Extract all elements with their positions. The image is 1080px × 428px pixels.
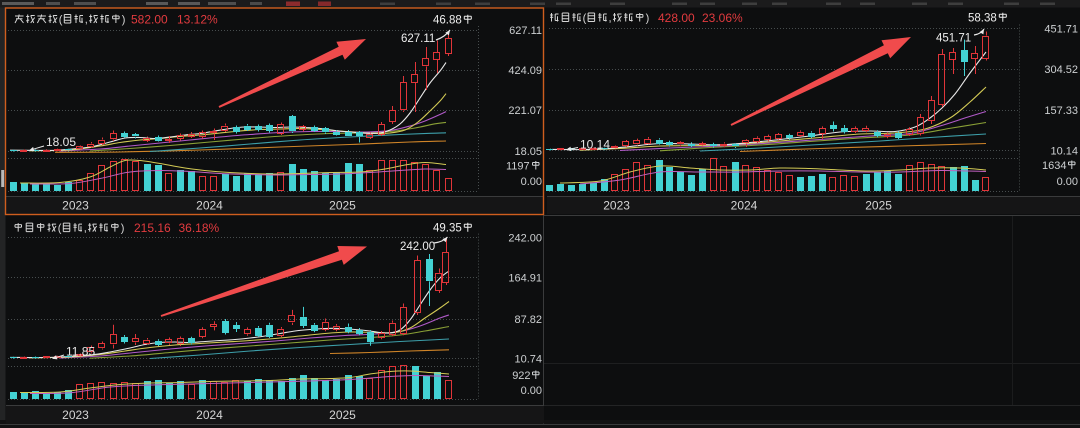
svg-text:2025: 2025 — [865, 199, 892, 213]
svg-text:2024: 2024 — [196, 199, 223, 213]
svg-text:23.06%: 23.06% — [702, 11, 743, 25]
svg-text:2024: 2024 — [731, 199, 758, 213]
svg-text:2023: 2023 — [603, 199, 630, 213]
svg-text:): ) — [121, 223, 125, 235]
svg-text:(: ( — [59, 14, 63, 26]
svg-text:424.09: 424.09 — [508, 65, 542, 77]
svg-text:2023: 2023 — [62, 408, 89, 422]
svg-text:2025: 2025 — [329, 199, 356, 213]
svg-text:582.00: 582.00 — [131, 12, 168, 26]
svg-text:451.71: 451.71 — [1044, 23, 1078, 35]
svg-text:(: ( — [58, 223, 62, 235]
svg-text:58.38: 58.38 — [968, 13, 997, 25]
svg-text:(: ( — [583, 13, 587, 25]
svg-text:215.16: 215.16 — [134, 221, 171, 235]
svg-text:): ) — [122, 14, 126, 26]
svg-text:242.00: 242.00 — [400, 241, 435, 253]
svg-text:242.00: 242.00 — [508, 233, 542, 245]
svg-text:,: , — [609, 13, 612, 25]
svg-text:0.00: 0.00 — [521, 385, 542, 397]
svg-text:87.82: 87.82 — [514, 314, 542, 326]
svg-text:0.00: 0.00 — [1057, 176, 1078, 188]
svg-text:46.88: 46.88 — [433, 15, 462, 27]
svg-text:304.52: 304.52 — [1044, 64, 1078, 76]
svg-text:49.35: 49.35 — [433, 223, 462, 235]
svg-text:2024: 2024 — [196, 408, 223, 422]
svg-text:13.12%: 13.12% — [177, 12, 218, 26]
svg-text:0.00: 0.00 — [521, 176, 542, 188]
svg-text:18.05: 18.05 — [514, 146, 542, 158]
svg-text:627.11: 627.11 — [401, 33, 435, 45]
svg-text:428.00: 428.00 — [658, 11, 695, 25]
svg-text:164.91: 164.91 — [508, 273, 542, 285]
svg-text:): ) — [646, 13, 650, 25]
svg-text:627.11: 627.11 — [509, 25, 542, 37]
svg-text:,: , — [85, 14, 88, 26]
svg-text:10.74: 10.74 — [514, 353, 542, 365]
svg-text:451.71: 451.71 — [936, 33, 971, 45]
svg-text:2023: 2023 — [62, 199, 89, 213]
svg-text:11.85: 11.85 — [66, 344, 95, 358]
svg-text:922: 922 — [512, 370, 530, 382]
svg-text:221.07: 221.07 — [508, 105, 542, 117]
svg-text:18.05: 18.05 — [46, 135, 76, 149]
svg-text:157.33: 157.33 — [1044, 105, 1078, 117]
svg-text:,: , — [84, 223, 87, 235]
svg-text:1634: 1634 — [1042, 160, 1066, 172]
svg-text:10.14: 10.14 — [580, 137, 610, 151]
svg-text:10.14: 10.14 — [1050, 145, 1078, 157]
svg-text:1197: 1197 — [506, 161, 530, 173]
svg-text:2025: 2025 — [329, 408, 356, 422]
svg-text:36.18%: 36.18% — [179, 221, 220, 235]
